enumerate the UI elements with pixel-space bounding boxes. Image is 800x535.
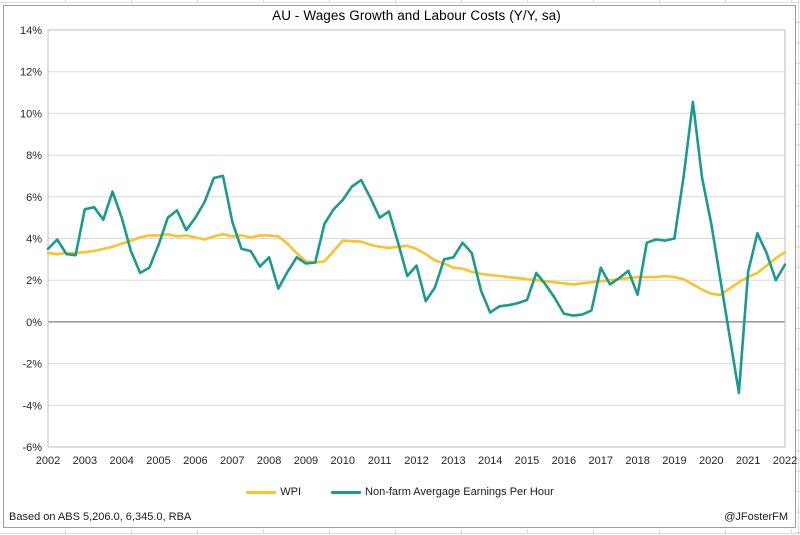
x-tick-label: 2008 [257, 455, 281, 467]
x-tick-label: 2007 [220, 455, 244, 467]
y-tick-label: 12% [20, 67, 42, 79]
y-tick-label: -2% [22, 359, 42, 371]
source-note: Based on ABS 5,206.0, 6,345.0, RBA [9, 511, 192, 523]
legend-item-nonfarm: Non-farm Avergage Earnings Per Hour [331, 486, 554, 498]
x-tick-label: 2011 [368, 455, 392, 467]
legend-label-nonfarm: Non-farm Avergage Earnings Per Hour [365, 486, 554, 498]
y-tick-label: 14% [20, 25, 42, 37]
x-tick-label: 2005 [146, 455, 170, 467]
x-tick-label: 2014 [478, 455, 502, 467]
x-tick-label: 2012 [404, 455, 428, 467]
x-tick-label: 2002 [36, 455, 60, 467]
legend-item-wpi: WPI [246, 486, 301, 498]
y-tick-label: -6% [22, 442, 42, 454]
legend-label-wpi: WPI [280, 486, 302, 498]
chart-legend: WPI Non-farm Avergage Earnings Per Hour [0, 484, 800, 500]
chart-title: AU - Wages Growth and Labour Costs (Y/Y,… [272, 8, 561, 23]
x-tick-label: 2020 [699, 455, 723, 467]
y-tick-label: 2% [26, 275, 42, 287]
x-tick-label: 2018 [625, 455, 649, 467]
y-tick-label: 4% [26, 234, 42, 246]
x-tick-label: 2019 [662, 455, 686, 467]
x-tick-label: 2003 [73, 455, 97, 467]
x-tick-label: 2009 [294, 455, 318, 467]
credit-handle: @JFosterFM [724, 511, 788, 523]
plot-border [47, 29, 786, 448]
legend-line-swatch-nonfarm [331, 490, 362, 494]
x-tick-label: 2017 [589, 455, 613, 467]
y-tick-label: -4% [22, 400, 42, 412]
y-tick-label: 0% [26, 317, 42, 329]
y-tick-label: 10% [20, 108, 42, 120]
x-tick-label: 2021 [736, 455, 760, 467]
y-tick-label: 8% [26, 150, 42, 162]
x-tick-label: 2006 [183, 455, 207, 467]
x-tick-label: 2013 [441, 455, 465, 467]
y-tick-label: 6% [26, 192, 42, 204]
chart-canvas[interactable] [3, 5, 796, 528]
nonfarm-earnings-series-line [46, 100, 787, 395]
wpi-series-line [46, 233, 787, 297]
x-tick-label: 2010 [331, 455, 355, 467]
x-tick-label: 2015 [515, 455, 539, 467]
legend-line-swatch-wpi [246, 490, 277, 494]
x-tick-label: 2016 [552, 455, 576, 467]
x-tick-label: 2022 [773, 455, 797, 467]
x-tick-label: 2004 [109, 455, 133, 467]
